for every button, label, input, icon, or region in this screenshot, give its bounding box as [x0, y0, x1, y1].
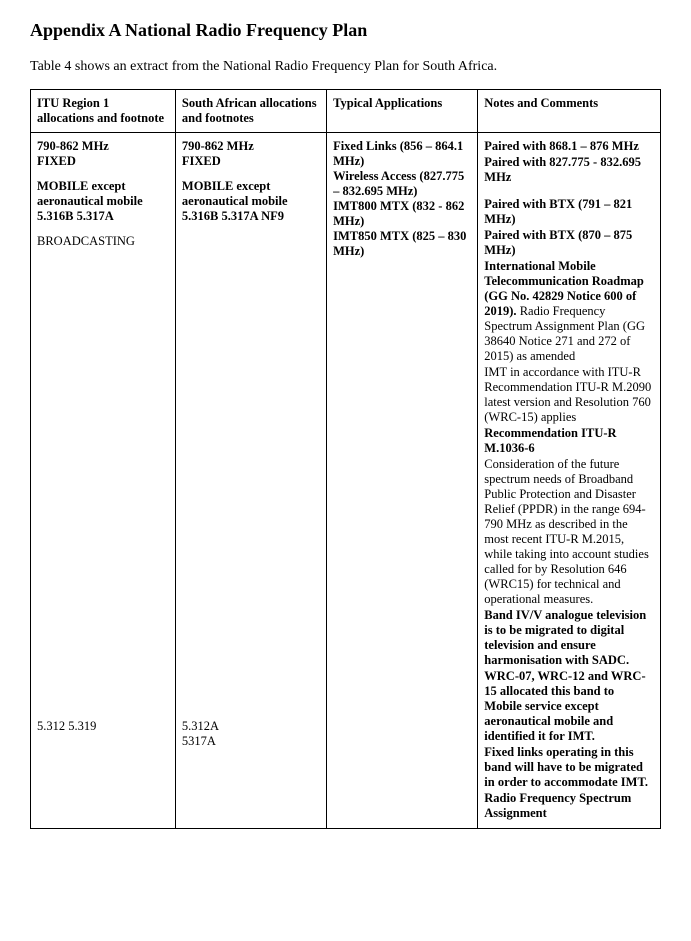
frequency-plan-table: ITU Region 1 allocations and footnote So… — [30, 89, 661, 829]
note-paired-btx-791: Paired with BTX (791 – 821 MHz) — [484, 197, 654, 227]
itu-fixed: FIXED — [37, 154, 169, 169]
app-imt800: IMT800 MTX (832 - 862 MHz) — [333, 199, 471, 229]
sa-band: 790-862 MHz — [182, 139, 320, 154]
col-header-notes: Notes and Comments — [478, 90, 661, 133]
note-spacer — [484, 186, 654, 196]
itu-broadcasting: BROADCASTING — [37, 234, 169, 249]
note-fixed-links-migrate: Fixed links operating in this band will … — [484, 745, 654, 790]
sa-footnote-a: 5.312A — [182, 719, 320, 734]
note-paired-btx-870: Paired with BTX (870 – 875 MHz) — [484, 228, 654, 258]
itu-footnotes: 5.312 5.319 — [37, 719, 169, 734]
table-row: 790-862 MHz FIXED MOBILE except aeronaut… — [31, 133, 661, 829]
cell-typical-apps: Fixed Links (856 – 864.1 MHz) Wireless A… — [327, 133, 478, 829]
note-rfsa: Radio Frequency Spectrum Assignment — [484, 791, 654, 821]
itu-mobile: MOBILE except aeronautical mobile 5.316B… — [37, 179, 169, 224]
sa-mobile: MOBILE except aeronautical mobile 5.316B… — [182, 179, 320, 224]
sa-footnote-b: 5317A — [182, 734, 320, 749]
note-paired-868: Paired with 868.1 – 876 MHz — [484, 139, 654, 154]
cell-itu-alloc: 790-862 MHz FIXED MOBILE except aeronaut… — [31, 133, 176, 829]
note-ppdr: Consideration of the future spectrum nee… — [484, 457, 654, 607]
cell-notes: Paired with 868.1 – 876 MHz Paired with … — [478, 133, 661, 829]
note-wrc-alloc: WRC-07, WRC-12 and WRC-15 allocated this… — [484, 669, 654, 744]
app-fixed-links: Fixed Links (856 – 864.1 MHz) — [333, 139, 471, 169]
note-band-iv: Band IV/V analogue television is to be m… — [484, 608, 654, 668]
note-imt-accordance: IMT in accordance with ITU-R Recommendat… — [484, 365, 654, 425]
table-header-row: ITU Region 1 allocations and footnote So… — [31, 90, 661, 133]
col-header-sa-alloc: South African allocations and footnotes — [175, 90, 326, 133]
note-paired-827: Paired with 827.775 - 832.695 MHz — [484, 155, 654, 185]
intro-paragraph: Table 4 shows an extract from the Nation… — [30, 59, 661, 75]
page-title: Appendix A National Radio Frequency Plan — [30, 20, 661, 41]
note-recommendation: Recommendation ITU-R M.1036-6 — [484, 426, 654, 456]
itu-band: 790-862 MHz — [37, 139, 169, 154]
cell-sa-alloc: 790-862 MHz FIXED MOBILE except aeronaut… — [175, 133, 326, 829]
app-wireless-access: Wireless Access (827.775 – 832.695 MHz) — [333, 169, 471, 199]
sa-fixed: FIXED — [182, 154, 320, 169]
app-imt850: IMT850 MTX (825 – 830 MHz) — [333, 229, 471, 259]
col-header-typical-apps: Typical Applications — [327, 90, 478, 133]
col-header-itu: ITU Region 1 allocations and footnote — [31, 90, 176, 133]
note-roadmap: International Mobile Telecommunication R… — [484, 259, 654, 364]
